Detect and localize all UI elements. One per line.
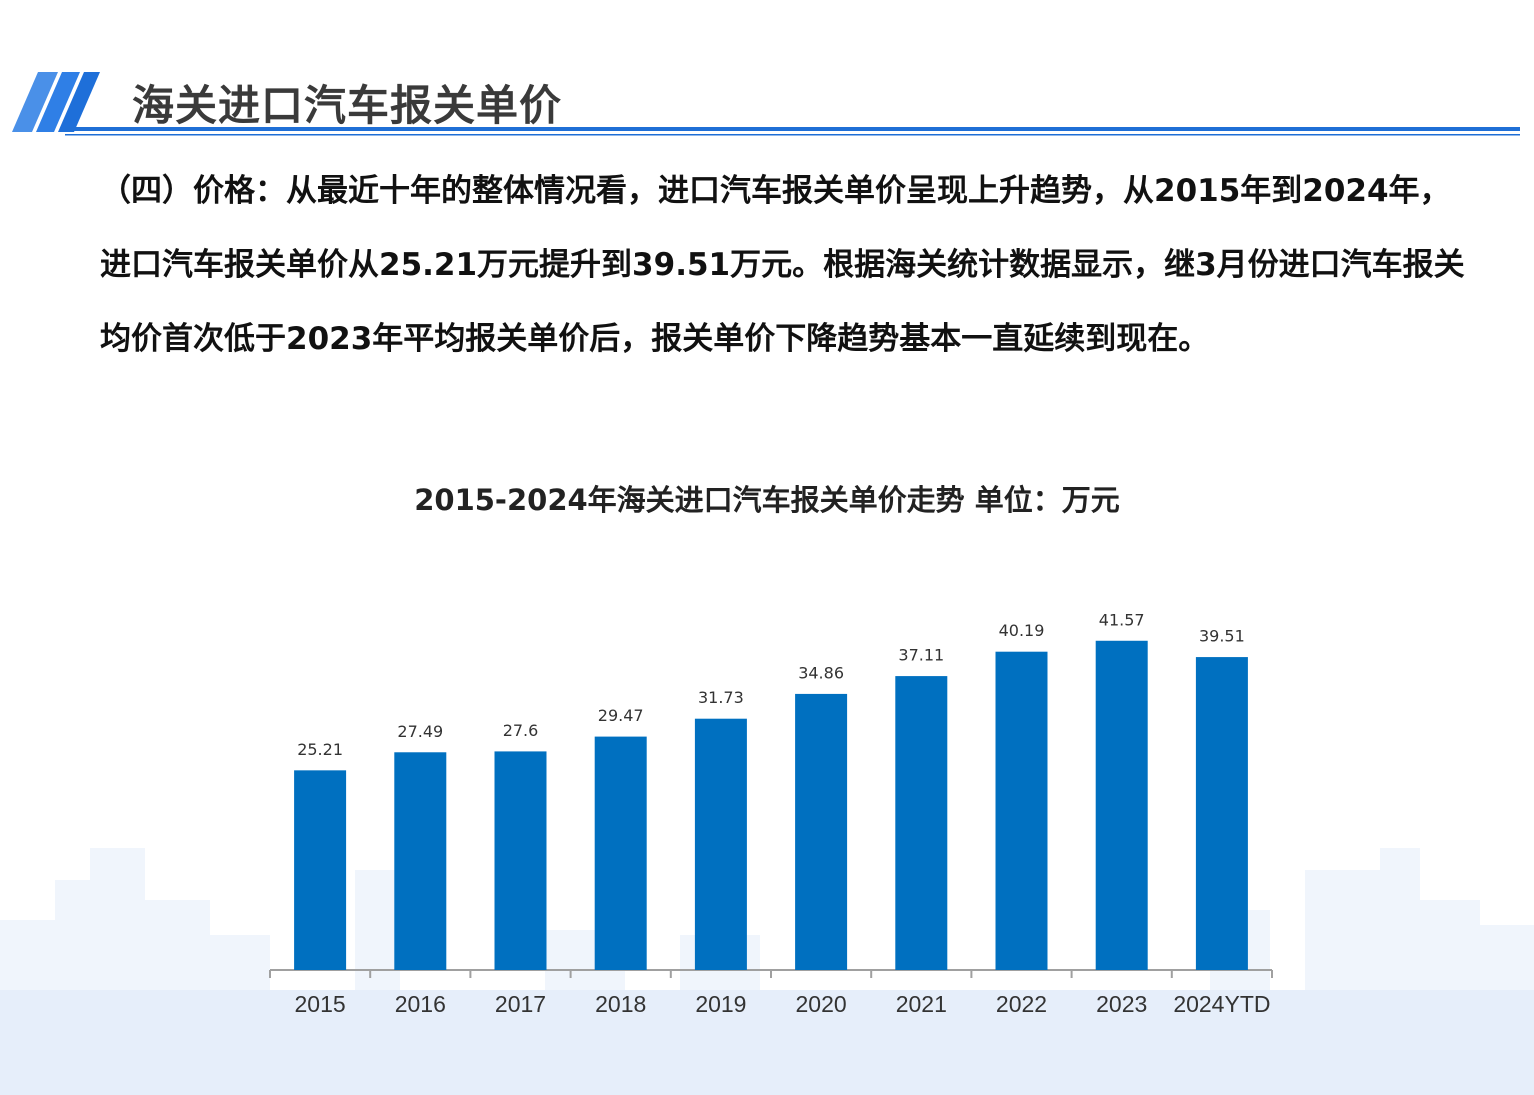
value-label: 39.51 bbox=[1199, 627, 1245, 646]
x-tick-label: 2020 bbox=[796, 991, 847, 1017]
bar bbox=[494, 751, 547, 970]
bar bbox=[394, 752, 447, 970]
x-tick-label: 2019 bbox=[695, 991, 746, 1017]
paragraph: （四）价格：从最近十年的整体情况看，进口汽车报关单价呈现上升趋势，从2015年到… bbox=[100, 165, 1500, 387]
header-title: 海关进口汽车报关单价 bbox=[132, 81, 563, 130]
bar bbox=[594, 736, 647, 970]
paragraph-line: 进口汽车报关单价从25.21万元提升到39.51万元。根据海关统计数据显示，继3… bbox=[100, 247, 1465, 283]
value-label: 37.11 bbox=[898, 646, 944, 665]
bar bbox=[995, 651, 1048, 970]
value-label: 40.19 bbox=[999, 621, 1045, 640]
x-tick-label: 2018 bbox=[595, 991, 646, 1017]
x-tick-label: 2017 bbox=[495, 991, 546, 1017]
bar bbox=[294, 770, 347, 970]
value-label: 25.21 bbox=[297, 740, 343, 759]
value-label: 41.57 bbox=[1099, 610, 1145, 629]
value-label: 29.47 bbox=[598, 706, 644, 725]
bar bbox=[795, 693, 848, 970]
value-label: 34.86 bbox=[798, 663, 844, 682]
x-tick-label: 2024YTD bbox=[1173, 991, 1270, 1017]
x-tick-label: 2023 bbox=[1096, 991, 1147, 1017]
value-label: 27.49 bbox=[397, 722, 443, 741]
value-label: 27.6 bbox=[503, 721, 539, 740]
chart-title: 2015-2024年海关进口汽车报关单价走势 单位：万元 bbox=[414, 483, 1120, 517]
paragraph-line: （四）价格：从最近十年的整体情况看，进口汽车报关单价呈现上升趋势，从2015年到… bbox=[100, 173, 1451, 209]
value-label: 31.73 bbox=[698, 688, 744, 707]
bar bbox=[694, 718, 747, 970]
x-tick-label: 2021 bbox=[896, 991, 947, 1017]
x-tick-label: 2016 bbox=[395, 991, 446, 1017]
bar bbox=[1195, 657, 1248, 970]
x-tick-label: 2015 bbox=[295, 991, 346, 1017]
x-tick-label: 2022 bbox=[996, 991, 1047, 1017]
bar bbox=[1095, 640, 1148, 970]
bar bbox=[895, 676, 948, 970]
paragraph-line: 均价首次低于2023年平均报关单价后，报关单价下降趋势基本一直延续到现在。 bbox=[100, 321, 1210, 357]
